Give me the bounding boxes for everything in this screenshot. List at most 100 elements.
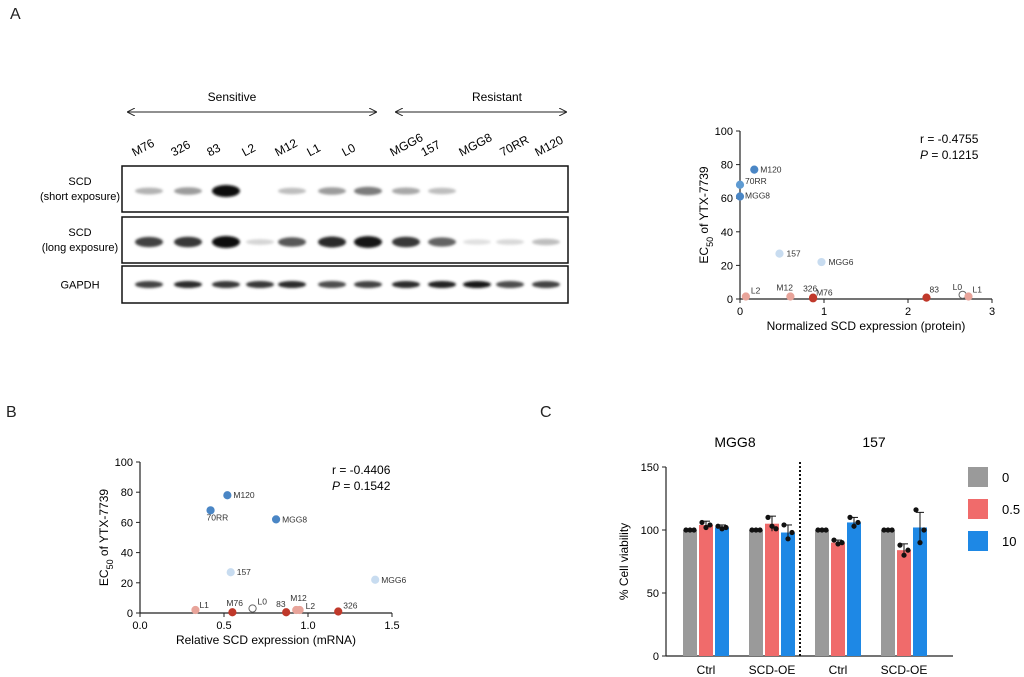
- replicate-point: [703, 524, 709, 531]
- blot-row-sublabel: (short exposure): [40, 191, 120, 203]
- replicate-point: [785, 536, 791, 542]
- stat-r: r = -0.4755: [920, 132, 979, 146]
- bar-10-2: [847, 522, 861, 656]
- y-tick-label: 0: [653, 651, 659, 663]
- y-axis-label-rest: of YTX-7739: [697, 166, 711, 237]
- replicate-point: [789, 529, 795, 536]
- point-label-m120: M120: [760, 165, 782, 175]
- blot-band: [354, 236, 382, 248]
- replicate-point: [839, 540, 845, 546]
- x-axis-label: Normalized SCD expression (protein): [767, 319, 966, 333]
- replicate-point: [823, 527, 829, 533]
- point-l0: [248, 604, 257, 613]
- point-label-326: 326: [803, 284, 817, 294]
- point-l2: [295, 605, 304, 615]
- y-tick-label: 20: [721, 260, 733, 272]
- stat-r: r = -0.4406: [332, 463, 391, 477]
- bar-0.5-0: [699, 524, 713, 656]
- x-tick-label: 3: [989, 306, 995, 318]
- lane-label-mgg6: MGG6: [387, 130, 425, 159]
- legend-swatch-10: [968, 531, 988, 551]
- point-l2: [741, 292, 750, 301]
- blot-band: [174, 281, 202, 288]
- blot-band: [463, 281, 491, 288]
- blot-band: [428, 237, 456, 247]
- point-157: [775, 249, 784, 258]
- category-label: Ctrl: [829, 663, 848, 677]
- bar-0-1: [749, 530, 763, 656]
- y-axis-label-ec: EC: [97, 569, 111, 586]
- blot-band: [428, 281, 456, 288]
- y-tick-label: 40: [121, 548, 133, 560]
- replicate-point: [815, 527, 821, 533]
- x-tick-label: 2: [905, 306, 911, 318]
- replicate-point: [769, 523, 775, 529]
- blot-row-label: SCD: [68, 227, 91, 239]
- replicate-point: [773, 526, 779, 532]
- point-label-83: 83: [276, 599, 286, 609]
- point-label-l0: L0: [953, 282, 963, 292]
- point-label-m76: M76: [816, 287, 833, 297]
- point-label-157: 157: [786, 249, 800, 259]
- blot-band: [354, 186, 382, 196]
- stat-p: P = 0.1215: [920, 148, 979, 162]
- replicate-point: [885, 527, 891, 533]
- point-mgg8: [735, 192, 745, 201]
- point-157: [226, 568, 235, 577]
- y-tick-label: 40: [721, 227, 733, 239]
- replicate-point: [905, 547, 911, 553]
- replicate-point: [683, 527, 689, 533]
- group-title-157: 157: [862, 434, 886, 450]
- x-tick-label: 1: [821, 306, 827, 318]
- bar-10-3: [913, 527, 927, 656]
- point-label-70rr: 70RR: [745, 176, 767, 186]
- blot-band: [318, 187, 346, 195]
- lane-label-70rr: 70RR: [497, 132, 531, 159]
- point-83: [922, 293, 931, 302]
- lane-label-326: 326: [168, 137, 193, 159]
- stat-p-label: P: [920, 148, 928, 162]
- point-m76: [228, 608, 237, 617]
- y-tick-label: 150: [641, 462, 659, 474]
- category-label: Ctrl: [697, 663, 716, 677]
- replicate-point: [819, 527, 825, 533]
- blot-band: [392, 236, 420, 248]
- blot-band: [278, 187, 306, 195]
- blot-row-1: SCD (long exposure): [42, 216, 569, 264]
- blot-band: [496, 239, 524, 245]
- category-label: SCD-OE: [881, 663, 928, 677]
- point-label-70rr: 70RR: [207, 512, 229, 522]
- replicate-point: [901, 552, 907, 558]
- y-tick-label: 50: [647, 588, 659, 600]
- point-mgg8: [271, 515, 281, 524]
- blot-row-0: SCD (short exposure): [40, 165, 569, 213]
- point-l1: [191, 605, 200, 615]
- y-axis-label: % Cell viability: [617, 523, 631, 600]
- replicate-point: [757, 527, 763, 533]
- point-m120: [750, 165, 759, 174]
- lane-label-m12: M12: [272, 136, 299, 159]
- replicate-point: [921, 527, 927, 533]
- y-axis-label-rest: of YTX-7739: [97, 489, 111, 560]
- y-tick-label: 100: [715, 126, 733, 138]
- point-m76: [808, 294, 818, 303]
- replicate-point: [723, 524, 729, 531]
- point-label-l2: L2: [306, 601, 316, 611]
- blot-band: [135, 236, 163, 248]
- group-label-sensitive: Sensitive: [208, 90, 257, 104]
- blot-band: [212, 236, 240, 248]
- blot-band: [212, 185, 240, 197]
- y-axis-label: EC50 of YTX-7739: [697, 166, 715, 264]
- group-label-resistant: Resistant: [472, 90, 523, 104]
- blot-band: [318, 236, 346, 248]
- y-axis-label-sub: 50: [705, 237, 715, 247]
- point-label-m76: M76: [226, 598, 243, 608]
- blot-band: [463, 239, 491, 245]
- point-mgg6: [371, 575, 380, 584]
- replicate-point: [917, 540, 923, 546]
- replicate-point: [881, 527, 887, 533]
- replicate-point: [781, 522, 787, 528]
- blot-band: [428, 187, 456, 195]
- legend-swatch-0: [968, 467, 988, 487]
- legend-swatch-0.5: [968, 499, 988, 519]
